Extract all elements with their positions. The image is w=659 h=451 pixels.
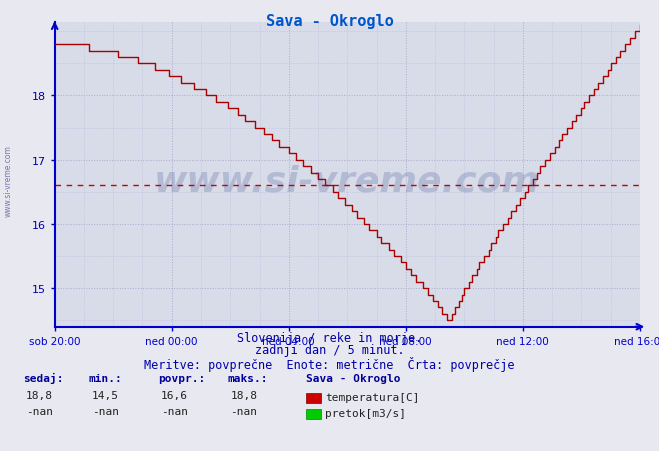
Text: zadnji dan / 5 minut.: zadnji dan / 5 minut. <box>254 344 405 357</box>
Text: povpr.:: povpr.: <box>158 373 206 383</box>
Text: maks.:: maks.: <box>227 373 268 383</box>
Text: -nan: -nan <box>26 406 53 416</box>
Text: Sava - Okroglo: Sava - Okroglo <box>266 14 393 29</box>
Text: 18,8: 18,8 <box>231 390 257 400</box>
Text: 14,5: 14,5 <box>92 390 119 400</box>
Text: -nan: -nan <box>231 406 257 416</box>
Text: pretok[m3/s]: pretok[m3/s] <box>325 408 406 418</box>
Text: -nan: -nan <box>161 406 188 416</box>
Text: www.si-vreme.com: www.si-vreme.com <box>154 164 540 198</box>
Text: sedaj:: sedaj: <box>23 372 63 383</box>
Text: 18,8: 18,8 <box>26 390 53 400</box>
Text: -nan: -nan <box>92 406 119 416</box>
Text: min.:: min.: <box>89 373 123 383</box>
Text: Sava - Okroglo: Sava - Okroglo <box>306 373 401 383</box>
Text: www.si-vreme.com: www.si-vreme.com <box>3 144 13 216</box>
Text: 16,6: 16,6 <box>161 390 188 400</box>
Text: Meritve: povprečne  Enote: metrične  Črta: povprečje: Meritve: povprečne Enote: metrične Črta:… <box>144 356 515 371</box>
Text: Slovenija / reke in morje.: Slovenija / reke in morje. <box>237 331 422 345</box>
Text: temperatura[C]: temperatura[C] <box>325 392 419 402</box>
